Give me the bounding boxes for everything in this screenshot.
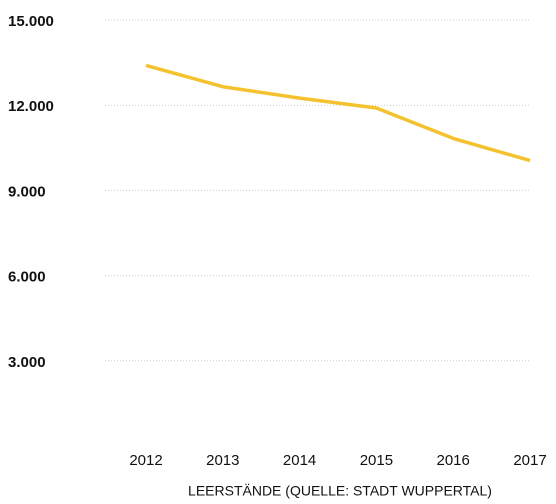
y-tick-label: 9.000 [8, 183, 46, 200]
data-line [145, 63, 531, 163]
x-tick-label: 2014 [283, 452, 316, 469]
x-tick-label: 2012 [129, 452, 162, 469]
x-tick-label: 2017 [513, 452, 546, 469]
x-tick-label: 2016 [437, 452, 470, 469]
y-tick-label: 3.000 [8, 354, 46, 371]
x-tick-label: 2013 [206, 452, 239, 469]
y-tick-label: 6.000 [8, 269, 46, 286]
y-tick-label: 15.000 [8, 13, 54, 30]
x-tick-label: 2015 [360, 452, 393, 469]
y-tick-label: 12.000 [8, 98, 54, 115]
x-axis-label: LEERSTÄNDE (QUELLE: STADT WUPPERTAL) [188, 483, 492, 499]
